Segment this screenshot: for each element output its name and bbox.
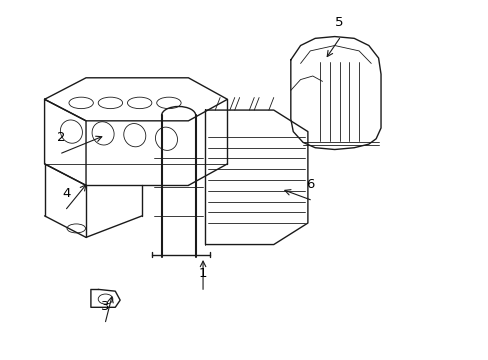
Text: 5: 5 (335, 17, 343, 30)
Text: 6: 6 (305, 178, 314, 191)
Text: 4: 4 (62, 187, 71, 200)
Text: 3: 3 (101, 300, 110, 313)
Text: 2: 2 (57, 131, 66, 144)
Text: 1: 1 (199, 267, 207, 280)
